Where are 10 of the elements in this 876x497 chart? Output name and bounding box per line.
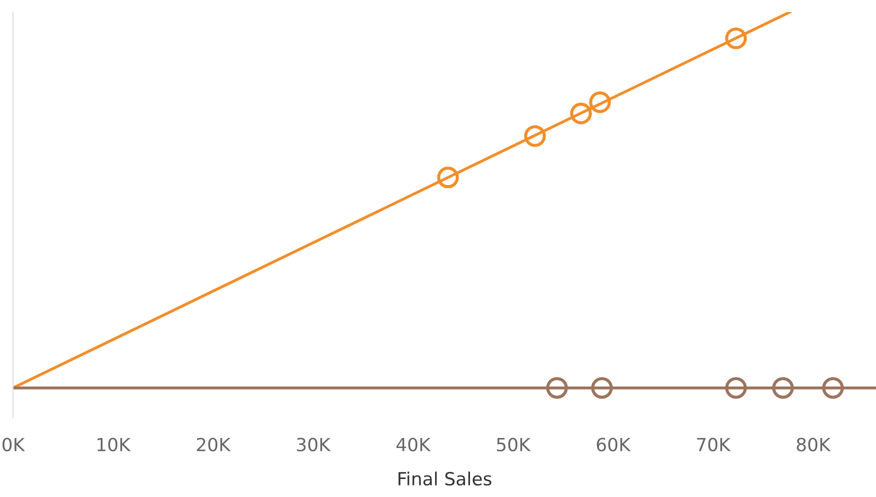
x-tick-label: 60K bbox=[596, 438, 631, 452]
x-tick-label: 0K bbox=[2, 438, 26, 452]
x-tick-label: 30K bbox=[296, 438, 331, 452]
x-tick-label: 50K bbox=[496, 438, 531, 452]
x-tick-label: 70K bbox=[697, 438, 731, 452]
x-tick-label: 80K bbox=[796, 438, 831, 452]
x-tick-label: 40K bbox=[396, 438, 431, 452]
x-axis-title: Final Sales bbox=[398, 472, 492, 486]
x-tick-label: 10K bbox=[98, 438, 131, 452]
x-tick-label: 20K bbox=[196, 438, 231, 452]
